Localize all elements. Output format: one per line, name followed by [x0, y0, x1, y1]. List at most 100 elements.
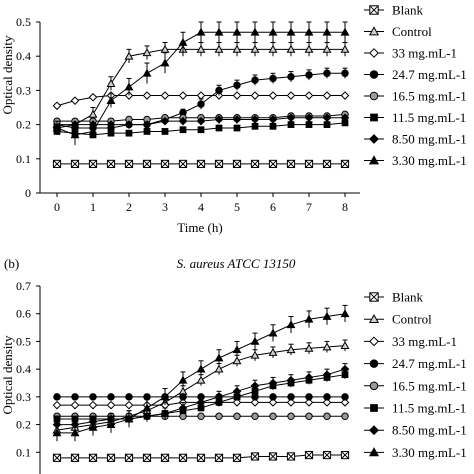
data-point [287, 72, 295, 81]
legend-label: Blank [392, 290, 424, 305]
y-ticks-a: 0.5 0.4 0.3 0.2 0.1 0 [16, 15, 40, 200]
legend-label: 24.7 mg.mL-1 [392, 67, 467, 82]
data-point [340, 91, 350, 100]
data-point [322, 370, 332, 379]
data-point [286, 44, 296, 53]
legend-marker [368, 447, 380, 457]
data-point [70, 159, 80, 169]
y-tick-label: 0.2 [16, 118, 31, 132]
data-point [196, 159, 206, 169]
data-point [250, 381, 260, 391]
data-point [106, 78, 116, 87]
data-point [323, 412, 331, 420]
x-tick-label: 0 [54, 200, 60, 214]
data-point [178, 403, 188, 413]
data-point [160, 159, 170, 169]
y-tick-label: 0.6 [16, 307, 31, 321]
legend-item: 33 mg.mL-1 [364, 46, 457, 61]
y-tick-label: 0.2 [16, 418, 31, 432]
panel-label-b: (b) [4, 256, 19, 271]
data-point [88, 422, 98, 431]
series-3 [52, 398, 350, 410]
data-point [52, 453, 62, 462]
x-tick-label: 3 [162, 200, 168, 214]
data-point [287, 393, 295, 401]
legend-item: 24.7 mg.mL-1 [364, 67, 467, 82]
data-point [107, 129, 115, 137]
data-point [340, 113, 350, 123]
data-point [196, 398, 206, 407]
data-point [250, 44, 260, 53]
data-point [305, 393, 313, 401]
data-point [70, 400, 80, 410]
data-point [106, 120, 116, 129]
data-point [178, 116, 188, 126]
data-point [88, 109, 98, 118]
data-point [142, 453, 152, 462]
data-point [250, 452, 260, 461]
data-point [160, 392, 170, 401]
data-point [214, 27, 224, 36]
legend-label: Blank [392, 3, 424, 18]
legend-marker [369, 70, 379, 79]
x-tick-label: 8 [342, 200, 348, 214]
data-point [322, 27, 332, 36]
data-point [323, 69, 331, 78]
data-point [214, 392, 224, 402]
data-point [214, 453, 224, 462]
legend-label: 16.5 mg.mL-1 [392, 378, 467, 393]
data-point [304, 113, 314, 123]
data-point [286, 398, 296, 407]
data-point [196, 91, 206, 100]
data-point [305, 71, 313, 79]
data-point [197, 126, 205, 134]
data-point [340, 450, 350, 460]
y-ticks-b: 0.7 0.6 0.5 0.4 0.3 0.2 0.1 [16, 279, 40, 459]
plot-area-a [52, 21, 350, 169]
data-point [88, 453, 98, 462]
legend-item: 3.30 mg.mL-1 [364, 445, 467, 460]
legend-marker [369, 134, 379, 144]
data-point [142, 403, 152, 412]
data-point [142, 68, 152, 77]
legend-label: 8.50 mg.mL-1 [392, 132, 467, 147]
data-point [197, 412, 205, 420]
legend-label: 3.30 mg.mL-1 [392, 153, 467, 168]
data-point [286, 452, 296, 461]
data-point [124, 82, 134, 91]
data-point [250, 398, 260, 407]
x-axis-label-a: Time (h) [177, 220, 222, 235]
y-tick-label: 0 [25, 186, 31, 200]
legend-marker [368, 155, 380, 165]
data-point [233, 81, 241, 90]
data-point [268, 347, 278, 356]
data-point [215, 86, 223, 95]
data-point [268, 27, 278, 36]
data-point [233, 124, 241, 132]
data-point [178, 91, 188, 100]
series-1 [52, 450, 350, 462]
data-point [268, 115, 278, 124]
series-1 [52, 159, 350, 169]
data-point [305, 412, 313, 420]
data-point [124, 453, 134, 462]
data-point [88, 400, 98, 410]
y-tick-label: 0.4 [16, 49, 31, 63]
legend-marker [369, 425, 379, 436]
data-point [304, 343, 314, 352]
data-point [269, 74, 277, 83]
data-point [304, 373, 314, 382]
legend-item: 8.50 mg.mL-1 [364, 132, 467, 147]
data-point [178, 37, 188, 46]
data-point [52, 101, 62, 111]
legend-label: 11.5 mg.mL-1 [392, 110, 466, 125]
data-point [322, 398, 332, 407]
data-point [179, 126, 187, 134]
data-point [89, 393, 97, 401]
plot-area-b [52, 304, 350, 462]
series-8 [52, 21, 350, 146]
x-tick-label: 2 [126, 200, 132, 214]
data-point [70, 130, 80, 139]
chart-panel-b: (b) S. aureus ATCC 13150 0.7 0.6 0.5 0.4 0.3… [0, 256, 467, 474]
legend-a: Blank Control 33 mg.mL-1 24.7 mg.mL-1 16.5 m… [364, 3, 467, 168]
